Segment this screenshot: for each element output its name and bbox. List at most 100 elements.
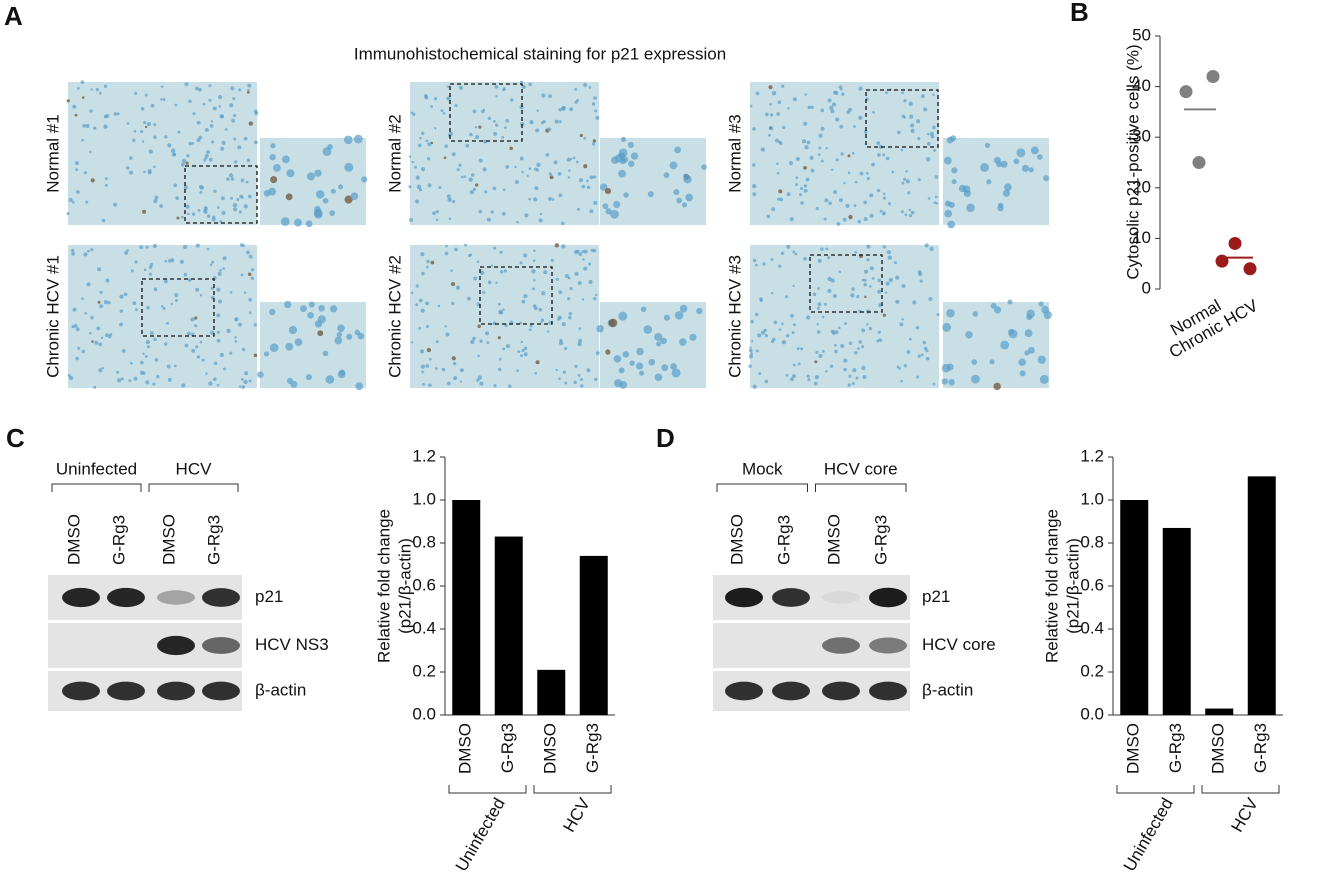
cell [760, 147, 766, 152]
cell [795, 183, 799, 187]
cell [534, 186, 539, 191]
cell [807, 105, 811, 110]
cell [827, 256, 831, 260]
cell [509, 320, 514, 325]
cell [444, 144, 448, 148]
cell [532, 304, 537, 308]
panel-title: Immunohistochemical staining for p21 exp… [354, 44, 726, 63]
cell [810, 168, 815, 173]
cell [548, 94, 552, 99]
cell [269, 343, 279, 353]
cell [541, 93, 546, 98]
cell [681, 202, 688, 208]
cell [139, 130, 144, 134]
cell [882, 212, 886, 216]
cell [608, 318, 618, 328]
cell [951, 179, 957, 185]
cell [263, 189, 271, 197]
cell [133, 129, 137, 133]
cell [869, 193, 874, 198]
cell [861, 365, 866, 371]
cell [234, 340, 238, 343]
cell [769, 126, 774, 131]
cell [450, 281, 456, 287]
cell [820, 159, 824, 163]
cell [132, 301, 137, 306]
cell [786, 244, 791, 249]
cell [427, 183, 432, 188]
band [202, 637, 240, 654]
cell [478, 125, 482, 129]
cell [903, 99, 907, 103]
cell [557, 318, 560, 321]
cell [248, 194, 252, 199]
cell [446, 194, 451, 199]
cell [1019, 370, 1026, 377]
cell [785, 373, 789, 377]
cell [432, 211, 436, 216]
cell [923, 107, 928, 112]
cell [1002, 189, 1011, 197]
cell [430, 260, 435, 265]
cell [501, 136, 505, 139]
band [107, 681, 145, 701]
cell [495, 281, 498, 284]
cell [86, 282, 91, 287]
y-tick-label: 50 [1132, 25, 1151, 44]
cell [801, 139, 807, 144]
cell [558, 377, 561, 381]
cell [203, 158, 207, 162]
cell [920, 353, 924, 357]
cell [248, 379, 252, 383]
cell [450, 269, 453, 272]
cell [186, 154, 190, 158]
cell [464, 243, 467, 247]
lane-label: G-Rg3 [871, 515, 890, 565]
cell [618, 148, 628, 158]
y-tick-label: 0.2 [1080, 661, 1104, 680]
y-tick-label: 1.0 [1080, 489, 1104, 508]
cell [234, 336, 237, 339]
cell [602, 203, 609, 210]
cell [479, 339, 483, 343]
cell [752, 258, 757, 263]
cell [558, 290, 563, 295]
cell [535, 128, 540, 133]
cell [878, 303, 882, 308]
cell [1008, 329, 1018, 339]
cell [120, 377, 124, 381]
cell [150, 103, 155, 108]
cell [901, 284, 906, 289]
x-tick-label: DMSO [456, 723, 475, 774]
cell [760, 330, 765, 335]
cell [419, 349, 425, 354]
cell [919, 279, 923, 283]
cell [748, 354, 754, 359]
cell [153, 198, 158, 204]
cell [750, 352, 754, 356]
cell [788, 161, 794, 166]
cell [795, 156, 800, 161]
cell [1028, 167, 1034, 173]
cell [198, 87, 202, 92]
cell [445, 332, 450, 337]
cell [583, 266, 588, 271]
cell [920, 94, 925, 99]
cell [460, 368, 464, 372]
cell [322, 350, 329, 357]
cell [433, 97, 438, 101]
band [772, 681, 810, 701]
cell [162, 306, 166, 311]
cell [453, 376, 458, 381]
cell [98, 368, 103, 373]
cell [794, 252, 798, 256]
cell [502, 308, 505, 311]
cell [689, 333, 697, 341]
cell [305, 220, 313, 228]
cell [825, 247, 829, 251]
bracket [533, 785, 612, 794]
cell [105, 278, 110, 283]
cell [755, 349, 759, 353]
cell [696, 307, 703, 315]
cell [444, 325, 448, 328]
